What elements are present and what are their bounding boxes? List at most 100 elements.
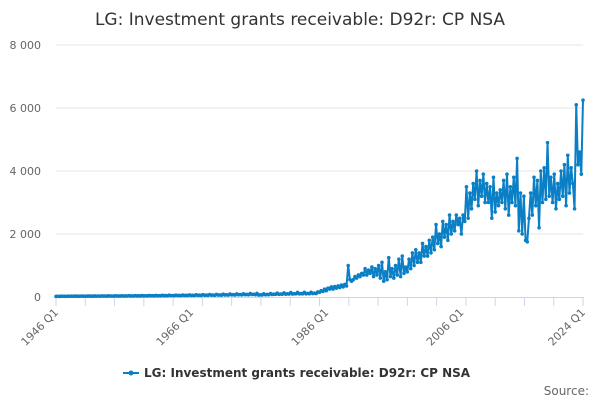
data-point[interactable] <box>375 273 379 277</box>
data-point[interactable] <box>554 207 558 211</box>
data-point[interactable] <box>474 169 479 173</box>
data-point[interactable] <box>484 181 489 186</box>
data-point[interactable] <box>420 241 425 246</box>
data-point[interactable] <box>351 277 356 282</box>
data-point[interactable] <box>363 266 367 271</box>
data-point[interactable] <box>564 203 568 208</box>
data-point[interactable] <box>535 178 540 183</box>
data-point[interactable] <box>370 265 374 269</box>
data-point[interactable] <box>503 207 508 211</box>
data-point[interactable] <box>413 247 418 252</box>
data-point[interactable] <box>432 247 437 252</box>
data-point[interactable] <box>496 203 501 208</box>
data-point[interactable] <box>478 178 482 183</box>
data-point[interactable] <box>528 191 533 195</box>
data-point[interactable] <box>506 213 511 217</box>
data-point[interactable] <box>579 172 584 176</box>
data-point[interactable] <box>378 276 383 280</box>
data-point[interactable] <box>424 244 428 249</box>
data-point[interactable] <box>513 203 518 208</box>
data-point[interactable] <box>520 232 524 236</box>
data-point[interactable] <box>385 277 389 282</box>
legend[interactable]: LG: Investment grants receivable: D92r: … <box>123 366 471 380</box>
data-point[interactable] <box>500 200 504 205</box>
data-point[interactable] <box>473 197 477 202</box>
data-point[interactable] <box>422 254 427 258</box>
data-point[interactable] <box>560 194 565 198</box>
data-point[interactable] <box>538 169 543 173</box>
data-point[interactable] <box>498 188 503 192</box>
data-point[interactable] <box>471 181 476 186</box>
data-point[interactable] <box>571 181 575 186</box>
data-point[interactable] <box>527 216 531 221</box>
data-point[interactable] <box>337 285 342 290</box>
data-point[interactable] <box>559 169 563 173</box>
data-point[interactable] <box>501 178 506 183</box>
data-point[interactable] <box>449 232 454 236</box>
data-point[interactable] <box>532 175 536 180</box>
data-point[interactable] <box>435 241 440 246</box>
data-point[interactable] <box>567 191 572 195</box>
data-point[interactable] <box>481 172 486 176</box>
data-point[interactable] <box>408 266 413 271</box>
data-point[interactable] <box>544 197 548 202</box>
data-point[interactable] <box>331 287 335 291</box>
data-point[interactable] <box>430 235 435 239</box>
data-point[interactable] <box>419 260 423 265</box>
data-point[interactable] <box>388 274 393 279</box>
data-point[interactable] <box>381 279 386 284</box>
data-point[interactable] <box>518 191 523 195</box>
data-point[interactable] <box>429 251 433 255</box>
data-point[interactable] <box>358 274 362 279</box>
data-point[interactable] <box>469 207 474 211</box>
data-point[interactable] <box>552 172 557 176</box>
data-point[interactable] <box>466 216 470 221</box>
data-point[interactable] <box>412 263 416 268</box>
data-point[interactable] <box>542 166 546 170</box>
data-point[interactable] <box>495 191 499 195</box>
data-point[interactable] <box>386 255 391 260</box>
data-point[interactable] <box>576 162 580 167</box>
data-point[interactable] <box>376 263 381 268</box>
data-point[interactable] <box>565 153 570 158</box>
data-point[interactable] <box>407 257 411 262</box>
data-point[interactable] <box>454 213 459 217</box>
data-point[interactable] <box>393 263 398 268</box>
data-point[interactable] <box>364 273 369 277</box>
source-label[interactable]: Source: <box>544 384 589 398</box>
data-point[interactable] <box>457 216 462 221</box>
data-point[interactable] <box>581 98 585 102</box>
data-point[interactable] <box>557 197 562 202</box>
data-point[interactable] <box>468 191 472 195</box>
data-point[interactable] <box>447 213 452 217</box>
data-point[interactable] <box>530 213 535 217</box>
data-point[interactable] <box>402 271 406 276</box>
data-point[interactable] <box>464 184 469 189</box>
data-point[interactable] <box>427 238 432 243</box>
data-point[interactable] <box>398 274 403 279</box>
data-point[interactable] <box>341 285 345 289</box>
data-point[interactable] <box>439 244 443 249</box>
data-point[interactable] <box>442 235 447 239</box>
data-point[interactable] <box>344 284 349 288</box>
data-point[interactable] <box>410 251 415 255</box>
data-point[interactable] <box>324 288 329 293</box>
data-point[interactable] <box>444 222 448 227</box>
data-point[interactable] <box>525 240 530 244</box>
data-point[interactable] <box>488 184 492 189</box>
data-point[interactable] <box>537 225 541 230</box>
data-point[interactable] <box>489 216 494 221</box>
data-point[interactable] <box>491 175 496 180</box>
data-point[interactable] <box>441 219 445 224</box>
data-point[interactable] <box>547 194 552 198</box>
data-point[interactable] <box>508 184 513 189</box>
data-point[interactable] <box>415 260 420 265</box>
data-point[interactable] <box>562 162 567 167</box>
data-point[interactable] <box>371 274 376 279</box>
data-point[interactable] <box>417 251 421 255</box>
data-point[interactable] <box>462 219 467 224</box>
data-point[interactable] <box>400 254 405 258</box>
data-point[interactable] <box>479 194 484 198</box>
data-point[interactable] <box>550 200 555 205</box>
data-point[interactable] <box>373 266 378 271</box>
